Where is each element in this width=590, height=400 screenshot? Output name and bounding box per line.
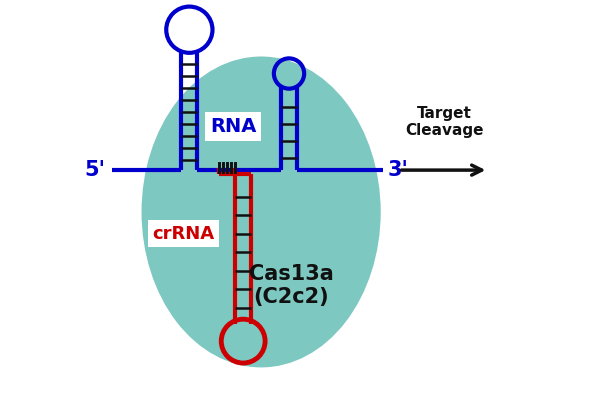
Ellipse shape: [142, 56, 381, 368]
Text: 3': 3': [388, 160, 408, 180]
Text: RNA: RNA: [210, 117, 257, 136]
Text: crRNA: crRNA: [152, 225, 214, 243]
Text: Target
Cleavage: Target Cleavage: [405, 106, 484, 138]
Text: 5': 5': [84, 160, 106, 180]
Text: Cas13a
(C2c2): Cas13a (C2c2): [248, 264, 333, 307]
